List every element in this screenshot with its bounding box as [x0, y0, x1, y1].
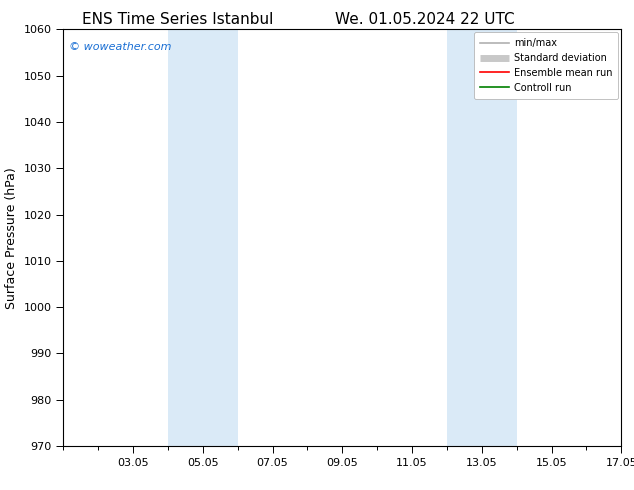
Text: © woweather.com: © woweather.com	[69, 42, 171, 52]
Text: ENS Time Series Istanbul: ENS Time Series Istanbul	[82, 12, 273, 27]
Y-axis label: Surface Pressure (hPa): Surface Pressure (hPa)	[5, 167, 18, 309]
Bar	[168, 29, 238, 446]
Bar	[447, 29, 517, 446]
Legend: min/max, Standard deviation, Ensemble mean run, Controll run: min/max, Standard deviation, Ensemble me…	[474, 32, 618, 98]
Text: We. 01.05.2024 22 UTC: We. 01.05.2024 22 UTC	[335, 12, 515, 27]
